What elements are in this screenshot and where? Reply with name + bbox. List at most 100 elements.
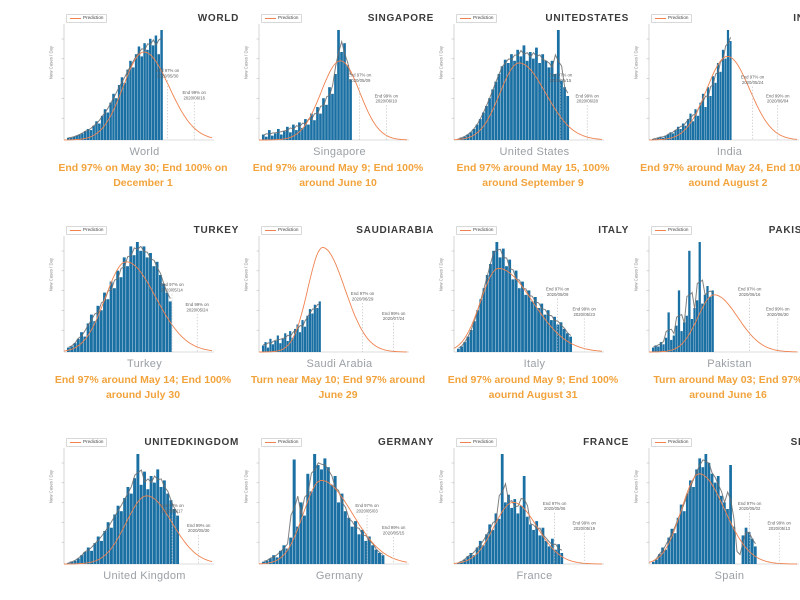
case-bar xyxy=(132,67,135,140)
case-bar xyxy=(140,56,144,140)
annotation-date: 2020/05/19 xyxy=(573,526,595,531)
case-bar xyxy=(716,476,720,564)
case-bar xyxy=(103,531,107,564)
case-bar xyxy=(310,113,313,140)
annotation-date: 2020/05/14 xyxy=(161,288,183,293)
case-bar xyxy=(350,526,354,564)
case-bar xyxy=(497,518,501,564)
prediction-legend: Prediction xyxy=(261,226,303,235)
case-bar xyxy=(301,320,304,352)
case-bar xyxy=(485,275,489,352)
case-bar xyxy=(721,49,725,140)
country-label: Saudi Arabia xyxy=(306,358,373,370)
annotation-date: 2020/07/24 xyxy=(383,316,405,321)
plot-wrap: Prediction UNITEDKINGDOM New Cases / Day… xyxy=(49,436,238,566)
case-bar xyxy=(691,121,695,140)
case-bar xyxy=(155,261,159,352)
case-bar xyxy=(311,313,314,352)
case-bar xyxy=(103,292,106,352)
annotation-label: End 97% on xyxy=(738,501,762,506)
case-bar xyxy=(516,513,520,564)
case-bar xyxy=(501,248,505,352)
annotation-label: End 99% on xyxy=(768,521,792,526)
chart-panel: Prediction UNITEDSTATES New Cases / Day … xyxy=(434,0,629,212)
annotation-date: 2020/05/09 xyxy=(547,292,569,297)
case-bar xyxy=(550,60,554,140)
legend-label: Prediction xyxy=(473,439,494,444)
case-bar xyxy=(322,98,325,140)
case-bar xyxy=(80,332,83,352)
prediction-curve xyxy=(259,60,408,141)
fit-line xyxy=(263,462,384,562)
annotation-date: 2020/05/15 xyxy=(383,530,405,535)
case-bar xyxy=(301,127,304,140)
country-label: France xyxy=(516,570,553,582)
case-bar xyxy=(158,275,162,352)
case-bar xyxy=(676,517,680,564)
y-axis-label: New Cases / Day xyxy=(243,45,249,80)
case-bar xyxy=(675,325,678,352)
caption-text: Turn near May 10; End 97% around June 29 xyxy=(250,374,426,402)
case-bar xyxy=(143,43,146,141)
plot-wrap: Prediction WORLD New Cases / Day End 97%… xyxy=(49,12,238,142)
annotation-date: 2020/05/13 xyxy=(768,526,790,531)
case-bar xyxy=(313,304,316,352)
case-bar xyxy=(277,129,280,140)
prediction-line-icon xyxy=(655,441,666,443)
annotation-label: End 99% on xyxy=(382,525,406,530)
plot-wrap: Prediction UNITEDSTATES New Cases / Day … xyxy=(439,12,628,142)
y-axis-label: New Cases / Day xyxy=(633,469,639,504)
caption-text: End 97% around May 14; End 100% around J… xyxy=(54,374,232,402)
case-bar xyxy=(514,270,518,352)
case-bar xyxy=(137,46,141,140)
case-bar xyxy=(165,292,169,352)
annotation-label: End 99% on xyxy=(766,306,790,311)
case-bar xyxy=(374,549,378,564)
case-bar xyxy=(307,124,310,140)
prediction-line-icon xyxy=(655,229,666,231)
case-bar xyxy=(655,559,658,564)
chart-panel: Prediction TURKEY New Cases / Day End 97… xyxy=(44,212,239,424)
case-bar xyxy=(475,124,479,140)
case-bar xyxy=(80,555,84,564)
case-bar xyxy=(299,502,303,564)
case-bar xyxy=(126,69,129,140)
annotation-label: End 99% on xyxy=(187,523,211,528)
annotation-date: 2020/06/04 xyxy=(767,99,789,104)
case-bar xyxy=(516,49,520,140)
case-bar xyxy=(658,554,661,564)
case-bar xyxy=(274,133,277,140)
case-bar xyxy=(122,257,126,352)
prediction-line-icon xyxy=(265,229,276,231)
case-bar xyxy=(126,487,130,564)
case-bar xyxy=(525,60,529,140)
case-bar xyxy=(264,136,268,140)
case-bar xyxy=(505,266,508,352)
country-label: Spain xyxy=(714,570,745,582)
case-bar xyxy=(168,301,172,352)
prediction-legend: Prediction xyxy=(456,14,498,23)
case-bar xyxy=(744,527,748,564)
case-bar xyxy=(340,52,343,140)
annotation-date: 2020/05/24 xyxy=(742,80,764,85)
case-bar xyxy=(661,547,664,564)
case-bar xyxy=(261,134,265,140)
case-bar xyxy=(126,266,129,352)
case-bar xyxy=(695,469,698,564)
case-bar xyxy=(478,540,482,564)
case-bar xyxy=(145,257,149,352)
annotation-label: End 99% on xyxy=(183,90,207,95)
chart-panel: Prediction SPAIN New Cases / Day End 97%… xyxy=(629,424,800,600)
case-bar xyxy=(343,511,347,564)
case-bar xyxy=(149,38,152,140)
case-bar xyxy=(672,335,675,352)
case-bar xyxy=(364,540,368,564)
fit-line xyxy=(653,279,714,348)
case-bar xyxy=(492,250,496,352)
case-bar xyxy=(651,347,655,352)
case-bar xyxy=(693,308,696,352)
prediction-curve xyxy=(64,51,213,141)
case-bar xyxy=(513,60,516,140)
case-bar xyxy=(166,493,170,564)
